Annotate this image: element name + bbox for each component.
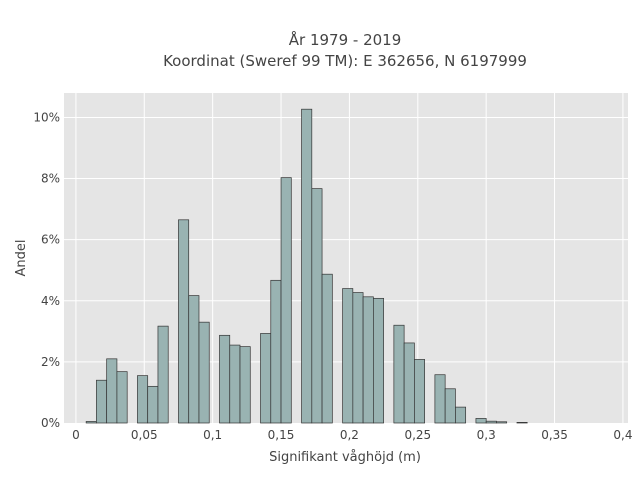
y-axis-ticks: 0% 2% 4% 6% 8% 10% <box>33 110 60 430</box>
histogram-bar <box>516 422 528 424</box>
histogram-bar <box>198 321 210 424</box>
histogram-bar <box>496 421 508 424</box>
histogram-bars <box>85 108 528 424</box>
y-tick-label: 2% <box>41 355 60 369</box>
histogram-bar <box>157 325 169 424</box>
histogram-bar <box>342 288 354 424</box>
x-tick-label: 0,25 <box>404 428 431 442</box>
x-tick-label: 0,05 <box>131 428 158 442</box>
histogram-bar <box>403 342 415 424</box>
x-axis-ticks: 0 0,05 0,1 0,15 0,2 0,25 0,3 0,35 0,4 <box>72 428 632 442</box>
histogram-bar <box>475 418 487 424</box>
histogram-bar <box>301 108 313 424</box>
x-tick-label: 0,35 <box>541 428 568 442</box>
chart-title-line2: Koordinat (Sweref 99 TM): E 362656, N 61… <box>163 52 527 70</box>
histogram-bar <box>260 333 272 424</box>
y-tick-label: 8% <box>41 172 60 186</box>
histogram-bar <box>444 388 456 424</box>
histogram-bar <box>414 359 425 424</box>
histogram-bar <box>137 375 149 424</box>
y-tick-label: 4% <box>41 294 60 308</box>
x-axis-title: Signifikant våghöjd (m) <box>269 450 421 465</box>
x-tick-label: 0 <box>72 428 80 442</box>
histogram-bar <box>219 334 231 424</box>
histogram-bar <box>434 374 446 424</box>
x-tick-label: 0,1 <box>203 428 222 442</box>
x-tick-label: 0,3 <box>477 428 496 442</box>
histogram-bar <box>311 188 323 424</box>
histogram-bar <box>239 346 251 424</box>
histogram-bar <box>106 358 118 424</box>
histogram-bar <box>280 177 292 424</box>
histogram-bar <box>96 379 108 424</box>
histogram-bar <box>373 297 384 424</box>
histogram-bar <box>147 385 159 424</box>
y-tick-label: 6% <box>41 233 60 247</box>
histogram-bar <box>485 420 497 424</box>
histogram-bar <box>352 292 364 424</box>
x-tick-label: 0,15 <box>268 428 295 442</box>
histogram-bar <box>85 421 97 424</box>
y-axis-title: Andel <box>14 240 29 277</box>
histogram-bar <box>270 279 282 424</box>
histogram-bar <box>362 296 374 424</box>
histogram-bar <box>393 324 405 424</box>
histogram-bar <box>455 406 467 424</box>
chart-title-line1: År 1979 - 2019 <box>289 30 402 49</box>
y-tick-label: 10% <box>33 110 60 124</box>
histogram-bar <box>178 219 190 424</box>
x-tick-label: 0,4 <box>613 428 632 442</box>
x-tick-label: 0,2 <box>340 428 359 442</box>
histogram-bar <box>321 273 333 424</box>
y-tick-label: 0% <box>41 416 60 430</box>
histogram-bar <box>229 344 241 424</box>
histogram-bar <box>188 295 200 424</box>
histogram-bar <box>116 371 128 424</box>
